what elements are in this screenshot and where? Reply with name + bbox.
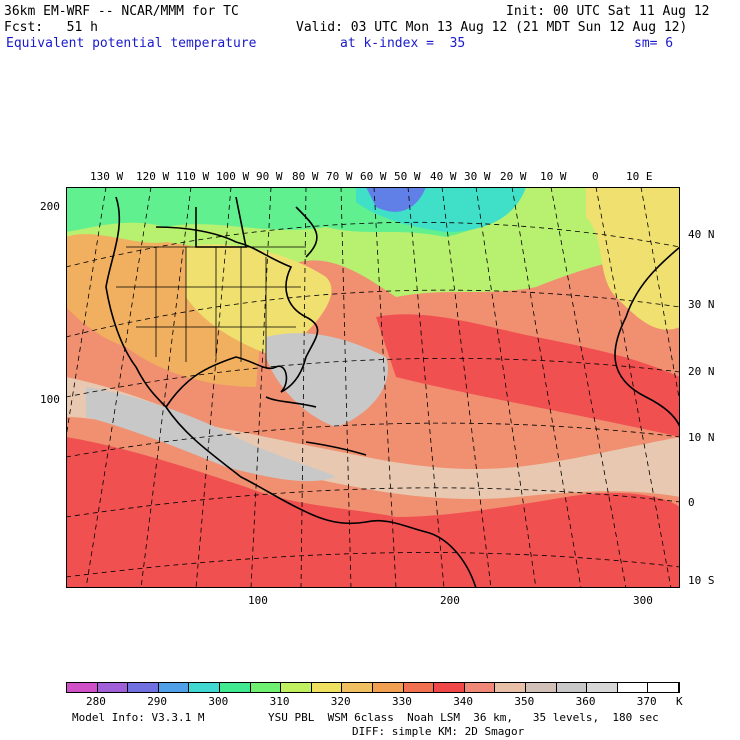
colorbar-swatch: [373, 683, 404, 692]
forecast-hour: Fcst: 51 h: [4, 20, 98, 35]
lon-label: 40 W: [430, 170, 457, 183]
lon-label: 20 W: [500, 170, 527, 183]
model-info: Model Info: V3.3.1 M: [72, 711, 205, 724]
lat-label: 10 N: [688, 431, 715, 444]
valid-time: Valid: 03 UTC Mon 13 Aug 12 (21 MDT Sun …: [296, 20, 688, 35]
smooth-label: sm= 6: [634, 36, 674, 51]
colorbar-tick-label: 320: [330, 695, 351, 708]
grid-x-label: 200: [440, 594, 460, 607]
lon-label: 70 W: [326, 170, 353, 183]
physics-info: YSU PBL WSM 6class Noah LSM 36 km, 35 le…: [268, 711, 659, 724]
field-red-sw: [66, 437, 680, 588]
lon-label: 110 W: [176, 170, 210, 183]
lon-label: 10 W: [540, 170, 567, 183]
lon-label: 90 W: [256, 170, 283, 183]
lon-label: 120 W: [136, 170, 170, 183]
map-frame: [66, 187, 680, 588]
lat-label: 0: [688, 496, 695, 509]
field-gray: [86, 387, 336, 482]
grid-x-label: 100: [248, 594, 268, 607]
lon-label: 80 W: [292, 170, 319, 183]
lon-label: 60 W: [360, 170, 387, 183]
lat-label: 30 N: [688, 298, 715, 311]
grid-y-label: 100: [40, 393, 60, 406]
colorbar-swatch: [464, 683, 496, 692]
colorbar-tick-label: K: [676, 695, 683, 708]
lon-label: 0: [592, 170, 599, 183]
lon-label: 50 W: [394, 170, 421, 183]
lon-label: 30 W: [464, 170, 491, 183]
graticule: [66, 187, 680, 588]
colorbar-swatch: [495, 683, 526, 692]
colorbar-tick-label: 310: [269, 695, 290, 708]
field-blue: [366, 187, 426, 212]
colorbar-swatch: [220, 683, 251, 692]
colorbar-swatch: [67, 683, 98, 692]
colorbar-swatch: [281, 683, 312, 692]
colorbar: [66, 682, 680, 693]
init-time: Init: 00 UTC Sat 11 Aug 12: [506, 4, 710, 19]
lat-label: 20 N: [688, 365, 715, 378]
colorbar-swatch: [342, 683, 373, 692]
colorbar-tick-label: 300: [208, 695, 229, 708]
colorbar-swatch: [526, 683, 557, 692]
colorbar-swatch: [189, 683, 220, 692]
colorbar-swatch: [587, 683, 618, 692]
colorbar-tick-label: 330: [392, 695, 412, 708]
colorbar-swatch: [311, 683, 343, 692]
colorbar-swatch: [403, 683, 435, 692]
colorbar-tick-label: 340: [453, 695, 474, 708]
grid-x-label: 300: [633, 594, 653, 607]
field-red-e: [376, 314, 680, 437]
coastlines: [105, 196, 680, 588]
colorbar-swatch: [648, 683, 679, 692]
field-tan: [66, 377, 680, 499]
lon-label: 10 E: [626, 170, 653, 183]
grid-y-label: 200: [40, 200, 60, 213]
colorbar-swatch: [97, 683, 129, 692]
colorbar-tick-label: 280: [86, 695, 106, 708]
colorbar-swatch: [128, 683, 159, 692]
field-name: Equivalent potential temperature: [6, 36, 257, 51]
colorbar-swatch: [556, 683, 588, 692]
physics-info-2: DIFF: simple KM: 2D Smagor: [352, 725, 525, 738]
field-red-spots: [486, 337, 546, 374]
state-borders: [116, 246, 306, 367]
level-label: at k-index = 35: [340, 36, 466, 51]
colorbar-swatch: [434, 683, 465, 692]
lon-label: 130 W: [90, 170, 124, 183]
colorbar-tick-label: 370: [636, 695, 657, 708]
theta-e-map: [66, 187, 680, 588]
field-yellow-us: [186, 244, 332, 357]
lat-label: 10 S: [688, 574, 715, 587]
colorbar-tick-label: 350: [514, 695, 535, 708]
colorbar-swatch: [617, 683, 649, 692]
colorbar-swatch: [158, 683, 190, 692]
lon-label: 100 W: [216, 170, 250, 183]
lat-label: 40 N: [688, 228, 715, 241]
field-gray-2: [266, 333, 388, 427]
colorbar-tick-label: 290: [147, 695, 168, 708]
colorbar-swatch: [250, 683, 282, 692]
colorbar-tick-label: 360: [575, 695, 596, 708]
model-title: 36km EM-WRF -- NCAR/MMM for TC: [4, 4, 239, 19]
field-yellow-ne: [586, 187, 680, 330]
